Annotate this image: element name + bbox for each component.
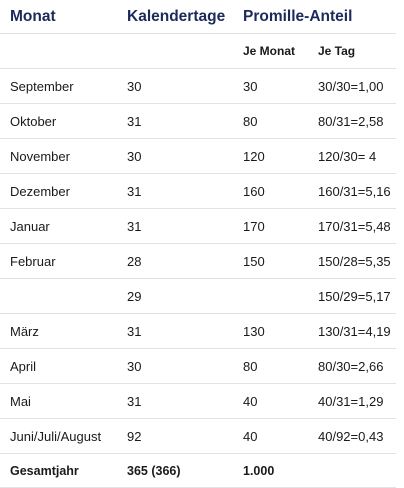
table-row: Oktober 31 80 80/31=2,58 bbox=[0, 103, 397, 139]
header-promille-share: Promille-Anteil bbox=[233, 0, 397, 34]
cell-month: Oktober bbox=[0, 103, 117, 139]
cell-days: 30 bbox=[117, 138, 233, 174]
cell-per-month: 80 bbox=[233, 103, 308, 139]
cell-days: 29 bbox=[117, 278, 233, 314]
cell-per-month: 150 bbox=[233, 243, 308, 279]
cell-per-month: 120 bbox=[233, 138, 308, 174]
cell-month: Februar bbox=[0, 243, 117, 279]
total-cell-days: 365 (366) bbox=[117, 453, 233, 488]
table-row: Februar 28 150 150/28=5,35 bbox=[0, 243, 397, 279]
header-sub-empty-2 bbox=[117, 33, 233, 69]
cell-per-month: 170 bbox=[233, 208, 308, 244]
cell-month: März bbox=[0, 313, 117, 349]
table-row: 29 150/29=5,17 bbox=[0, 278, 397, 314]
cell-per-month: 160 bbox=[233, 173, 308, 209]
cell-days: 30 bbox=[117, 68, 233, 104]
cell-month: Juni/Juli/August bbox=[0, 418, 117, 454]
cell-days: 31 bbox=[117, 103, 233, 139]
header-per-day: Je Tag bbox=[308, 33, 397, 69]
cell-per-month: 40 bbox=[233, 383, 308, 419]
cell-days: 31 bbox=[117, 208, 233, 244]
cell-month: April bbox=[0, 348, 117, 384]
cell-month: Dezember bbox=[0, 173, 117, 209]
cell-per-day: 40/31=1,29 bbox=[308, 383, 397, 419]
table-body: September 30 30 30/30=1,00 Oktober 31 80 80/31=… bbox=[0, 68, 397, 488]
cell-per-day: 80/31=2,58 bbox=[308, 103, 397, 139]
cell-per-month: 80 bbox=[233, 348, 308, 384]
cell-month: Mai bbox=[0, 383, 117, 419]
header-sub-empty-1 bbox=[0, 33, 117, 69]
cell-per-month: 40 bbox=[233, 418, 308, 454]
header-month: Monat bbox=[0, 0, 117, 34]
total-cell-month: Gesamtjahr bbox=[0, 453, 117, 488]
cell-per-day: 150/28=5,35 bbox=[308, 243, 397, 279]
cell-month: November bbox=[0, 138, 117, 174]
cell-per-day: 130/31=4,19 bbox=[308, 313, 397, 349]
cell-per-day: 160/31=5,16 bbox=[308, 173, 397, 209]
header-row-main: Monat Kalendertage Promille-Anteil bbox=[0, 0, 397, 34]
table-row: Mai 31 40 40/31=1,29 bbox=[0, 383, 397, 419]
table-row: Januar 31 170 170/31=5,48 bbox=[0, 208, 397, 244]
cell-days: 30 bbox=[117, 348, 233, 384]
header-row-sub: Je Monat Je Tag bbox=[0, 33, 397, 69]
table-row: März 31 130 130/31=4,19 bbox=[0, 313, 397, 349]
table-row: September 30 30 30/30=1,00 bbox=[0, 68, 397, 104]
table-row: Juni/Juli/August 92 40 40/92=0,43 bbox=[0, 418, 397, 454]
table-row: November 30 120 120/30= 4 bbox=[0, 138, 397, 174]
header-per-month: Je Monat bbox=[233, 33, 308, 69]
table-row: Dezember 31 160 160/31=5,16 bbox=[0, 173, 397, 209]
total-cell-per-month: 1.000 bbox=[233, 453, 308, 488]
total-cell-per-day bbox=[308, 453, 397, 488]
cell-per-day: 120/30= 4 bbox=[308, 138, 397, 174]
cell-days: 31 bbox=[117, 383, 233, 419]
cell-per-day: 170/31=5,48 bbox=[308, 208, 397, 244]
cell-per-month bbox=[233, 278, 308, 314]
cell-days: 31 bbox=[117, 173, 233, 209]
header-days: Kalendertage bbox=[117, 0, 233, 34]
cell-per-day: 40/92=0,43 bbox=[308, 418, 397, 454]
cell-per-day: 150/29=5,17 bbox=[308, 278, 397, 314]
cell-month: Januar bbox=[0, 208, 117, 244]
cell-per-day: 30/30=1,00 bbox=[308, 68, 397, 104]
cell-days: 31 bbox=[117, 313, 233, 349]
table-header: Monat Kalendertage Promille-Anteil Je Mo… bbox=[0, 0, 397, 69]
cell-days: 28 bbox=[117, 243, 233, 279]
total-row: Gesamtjahr 365 (366) 1.000 bbox=[0, 453, 397, 488]
cell-per-day: 80/30=2,66 bbox=[308, 348, 397, 384]
cell-per-month: 30 bbox=[233, 68, 308, 104]
cell-per-month: 130 bbox=[233, 313, 308, 349]
table-row: April 30 80 80/30=2,66 bbox=[0, 348, 397, 384]
cell-days: 92 bbox=[117, 418, 233, 454]
cell-month bbox=[0, 278, 117, 314]
cell-month: September bbox=[0, 68, 117, 104]
